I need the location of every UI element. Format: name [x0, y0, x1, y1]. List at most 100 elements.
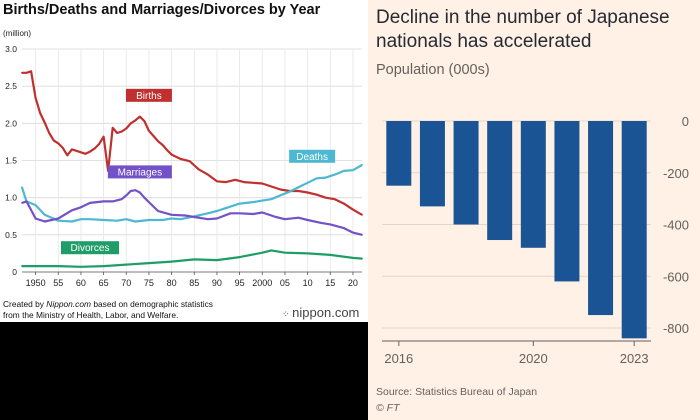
bar-2018 [453, 121, 479, 225]
data-point-marriages [129, 190, 132, 192]
left-series-labels: Births Deaths Marriages Divorces [61, 88, 336, 255]
data-point-deaths [261, 199, 264, 202]
data-point-deaths [216, 210, 218, 212]
data-point-births [129, 122, 132, 125]
data-point-births [98, 143, 100, 146]
data-point-births [30, 70, 32, 73]
series-label-divorces: Divorces [61, 241, 119, 255]
left-credit: Created by Nippon.com based on demograph… [3, 299, 213, 321]
right-x-tick-label: 2023 [620, 351, 649, 366]
data-point-births [161, 143, 164, 146]
data-point-marriages [21, 201, 23, 204]
left-x-tick-label: 20 [348, 278, 358, 288]
right-copyright: © FT [376, 402, 400, 414]
data-point-marriages [70, 209, 73, 212]
brand-text: nippon.com [292, 305, 360, 320]
data-point-marriages [261, 211, 264, 214]
data-point-births [70, 148, 73, 151]
left-y-tick-label: 1.5 [5, 156, 17, 166]
data-point-deaths [324, 176, 327, 179]
data-point-deaths [361, 164, 363, 166]
right-y-tick-label: -200 [663, 166, 689, 181]
data-point-births [306, 191, 309, 194]
data-point-deaths [238, 202, 241, 205]
data-point-births [89, 150, 91, 153]
right-y-tick-label: -800 [663, 321, 689, 336]
brand-dots-icon: ⁘ [282, 309, 289, 319]
data-point-deaths [170, 217, 173, 220]
data-point-deaths [352, 169, 354, 172]
series-line-marriages [21, 189, 363, 236]
credit-text-line2: from the Ministry of Health, Labor, and … [3, 310, 179, 320]
series-line-divorces [22, 249, 363, 268]
data-point-births [297, 190, 300, 192]
data-point-divorces [125, 263, 128, 266]
left-x-tick-label: 90 [212, 278, 222, 288]
data-point-divorces [148, 262, 150, 264]
data-point-divorces [34, 265, 37, 267]
data-point-deaths [297, 186, 300, 189]
right-x-ticks: 2016 2020 2023 [382, 340, 651, 366]
data-point-births [48, 132, 51, 134]
data-point-marriages [274, 216, 277, 218]
data-point-deaths [279, 194, 282, 197]
left-series [20, 70, 363, 268]
left-x-tick-label: 1950 [26, 278, 46, 288]
left-y-tick-label: 2.0 [5, 118, 17, 128]
left-y-tick-label: 0 [12, 267, 17, 277]
right-x-tick-label: 2020 [519, 351, 548, 366]
data-point-marriages [34, 217, 37, 220]
data-point-births [143, 120, 146, 123]
data-point-deaths [125, 218, 128, 221]
left-x-tick-label: 85 [189, 278, 199, 288]
data-point-births [315, 193, 318, 196]
series-line-births [22, 70, 363, 216]
data-point-births [188, 160, 191, 163]
data-point-marriages [216, 217, 218, 220]
data-point-marriages [206, 218, 209, 221]
left-y-tick-label: 3.0 [5, 44, 17, 54]
data-point-marriages [43, 220, 46, 223]
left-x-tick-label: 75 [144, 278, 154, 288]
left-chart-title: Births/Deaths and Marriages/Divorces by … [3, 2, 321, 18]
bar-2023 [621, 121, 647, 339]
credit-text-a: Created by [3, 299, 47, 309]
data-point-births [333, 198, 336, 201]
bar-2021 [554, 121, 580, 282]
data-point-deaths [134, 220, 137, 223]
data-point-marriages [143, 196, 146, 199]
right-chart-title: Decline in the number of Japanese nation… [376, 7, 670, 52]
data-point-births [216, 180, 218, 183]
data-point-marriages [329, 223, 332, 226]
data-point-births [111, 126, 114, 129]
data-point-births [352, 208, 354, 211]
data-point-births [80, 151, 82, 154]
data-point-deaths [315, 177, 318, 180]
right-y-ticks: 0 -200 -400 -600 -800 [663, 114, 689, 336]
bar-2019 [487, 121, 513, 241]
data-point-births [39, 112, 42, 114]
data-point-deaths [102, 219, 105, 221]
data-point-marriages [342, 227, 345, 230]
data-point-deaths [80, 218, 82, 221]
data-point-marriages [361, 233, 363, 236]
data-point-births [361, 213, 363, 216]
series-label-text: Marriages [118, 167, 162, 178]
data-point-births [148, 129, 150, 132]
right-y-tick-label: 0 [682, 114, 689, 129]
data-point-births [243, 181, 246, 183]
data-point-births [170, 153, 173, 156]
data-point-births [225, 181, 227, 183]
left-line-chart: 0 0.5 1.0 1.5 2.0 2.5 3.0 1950 55 60 65 70 75 80 85 90… [5, 44, 363, 288]
data-point-births [84, 152, 87, 155]
data-point-births [75, 149, 78, 152]
left-y-tick-label: 2.5 [5, 81, 17, 91]
left-x-tick-label: 05 [280, 278, 290, 288]
data-point-deaths [148, 219, 150, 221]
data-point-divorces [80, 265, 82, 268]
data-point-deaths [57, 219, 60, 222]
bar-2022 [588, 121, 614, 316]
bar-2020 [520, 121, 546, 248]
data-point-marriages [157, 210, 159, 212]
right-x-tick-label: 2016 [384, 351, 413, 366]
